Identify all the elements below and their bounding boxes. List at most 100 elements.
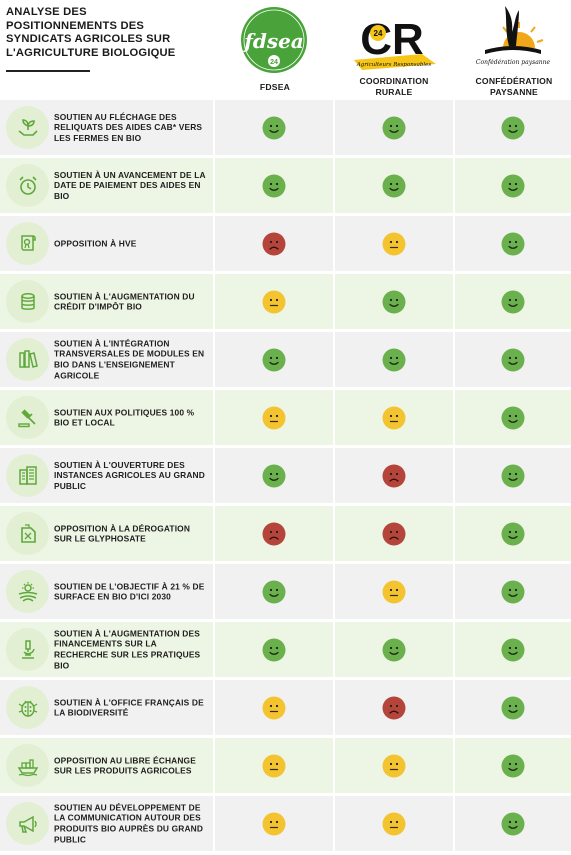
positive-smiley-icon (501, 638, 525, 661)
negative-smiley-icon (262, 232, 286, 255)
table-row: SOUTIEN À L'OUVERTURE DES INSTANCES AGRI… (0, 448, 571, 503)
rating-cell-confederation-paysanne (455, 390, 571, 445)
rating-cell-confederation-paysanne (455, 796, 571, 851)
cargo-ship-icon (6, 744, 49, 787)
table-row: SOUTIEN AUX POLITIQUES 100 % BIO ET LOCA… (0, 390, 571, 445)
rating-cell-coordination-rurale (335, 390, 453, 445)
column-header-confederation-paysanne: CONFÉDÉRATION PAYSANNE (475, 76, 553, 97)
row-label-cell: SOUTIEN DE L'OBJECTIF À 21 % DE SURFACE … (0, 564, 213, 619)
row-label: OPPOSITION AU LIBRE ÉCHANGE SUR LES PROD… (54, 754, 196, 776)
row-label: SOUTIEN DE L'OBJECTIF À 21 % DE SURFACE … (54, 580, 205, 602)
certificate-scroll-icon (6, 222, 49, 265)
microscope-icon (6, 628, 49, 671)
column-header-coordination-rurale: COORDINATION RURALE (359, 76, 429, 97)
neutral-smiley-icon (382, 754, 406, 777)
rating-cell-fdsea (215, 564, 333, 619)
table-row: OPPOSITION AU LIBRE ÉCHANGE SUR LES PROD… (0, 738, 571, 793)
table-row: SOUTIEN AU FLÉCHAGE DES RELIQUATS DES AI… (0, 100, 571, 155)
rating-cell-coordination-rurale (335, 796, 453, 851)
positive-smiley-icon (501, 290, 525, 313)
cr-logo: CR 24 Agriculteurs Responsables (354, 15, 436, 70)
positive-smiley-icon (501, 232, 525, 255)
row-label: SOUTIEN À L'OUVERTURE DES INSTANCES AGRI… (54, 459, 205, 491)
row-label-cell: SOUTIEN AUX POLITIQUES 100 % BIO ET LOCA… (0, 390, 213, 445)
positive-smiley-icon (501, 406, 525, 429)
row-label-cell: OPPOSITION AU LIBRE ÉCHANGE SUR LES PROD… (0, 738, 213, 793)
coin-stack-icon (6, 280, 49, 323)
positive-smiley-icon (501, 580, 525, 603)
positive-smiley-icon (262, 116, 286, 139)
rating-cell-coordination-rurale (335, 100, 453, 155)
neutral-smiley-icon (382, 406, 406, 429)
rating-cell-confederation-paysanne (455, 216, 571, 271)
rating-cell-coordination-rurale (335, 738, 453, 793)
rating-cell-fdsea (215, 796, 333, 851)
row-label-cell: SOUTIEN À L'AUGMENTATION DU CRÉDIT D'IMP… (0, 274, 213, 329)
rating-cell-confederation-paysanne (455, 332, 571, 387)
positive-smiley-icon (262, 580, 286, 603)
positive-smiley-icon (262, 464, 286, 487)
rating-cell-confederation-paysanne (455, 448, 571, 503)
rating-cell-confederation-paysanne (455, 506, 571, 561)
rating-cell-confederation-paysanne (455, 680, 571, 735)
positive-smiley-icon (501, 696, 525, 719)
jerrycan-icon (6, 512, 49, 555)
row-label: OPPOSITION À HVE (54, 238, 137, 249)
gavel-icon (6, 396, 49, 439)
seedling-hands-icon (6, 106, 49, 149)
positive-smiley-icon (501, 464, 525, 487)
neutral-smiley-icon (262, 696, 286, 719)
rating-cell-fdsea (215, 158, 333, 213)
row-label-cell: OPPOSITION À LA DÉROGATION SUR LE GLYPHO… (0, 506, 213, 561)
neutral-smiley-icon (262, 406, 286, 429)
table-row: SOUTIEN À L'AUGMENTATION DES FINANCEMENT… (0, 622, 571, 677)
rating-cell-coordination-rurale (335, 274, 453, 329)
books-icon (6, 338, 49, 381)
rating-cell-fdsea (215, 738, 333, 793)
positive-smiley-icon (262, 348, 286, 371)
rating-cell-coordination-rurale (335, 158, 453, 213)
positive-smiley-icon (262, 174, 286, 197)
negative-smiley-icon (262, 522, 286, 545)
column-header-fdsea: FDSEA (259, 82, 291, 92)
rating-cell-confederation-paysanne (455, 100, 571, 155)
row-label: OPPOSITION À LA DÉROGATION SUR LE GLYPHO… (54, 522, 191, 544)
positive-smiley-icon (501, 754, 525, 777)
positive-smiley-icon (501, 174, 525, 197)
row-label-cell: OPPOSITION À HVE (0, 216, 213, 271)
neutral-smiley-icon (262, 812, 286, 835)
table-row: SOUTIEN À UN AVANCEMENT DE LA DATE DE PA… (0, 158, 571, 213)
rating-cell-confederation-paysanne (455, 274, 571, 329)
ladybug-icon (6, 686, 49, 729)
row-label-cell: SOUTIEN À L'OUVERTURE DES INSTANCES AGRI… (0, 448, 213, 503)
cr-logo-text: CR (360, 15, 424, 64)
neutral-smiley-icon (382, 232, 406, 255)
table-row: SOUTIEN AU DÉVELOPPEMENT DE LA COMMUNICA… (0, 796, 571, 851)
neutral-smiley-icon (382, 812, 406, 835)
positive-smiley-icon (382, 638, 406, 661)
table-row: OPPOSITION À LA DÉROGATION SUR LE GLYPHO… (0, 506, 571, 561)
table-row: OPPOSITION À HVE (0, 216, 571, 271)
page-title: ANALYSE DES POSITIONNEMENTS DES SYNDICAT… (6, 6, 176, 59)
rating-cell-coordination-rurale (335, 448, 453, 503)
cr-logo-tagline: Agriculteurs Responsables (356, 62, 432, 68)
row-label-cell: SOUTIEN AU FLÉCHAGE DES RELIQUATS DES AI… (0, 100, 213, 155)
neutral-smiley-icon (262, 290, 286, 313)
rating-cell-coordination-rurale (335, 216, 453, 271)
row-label: SOUTIEN À L'AUGMENTATION DES FINANCEMENT… (54, 628, 201, 671)
positive-smiley-icon (382, 348, 406, 371)
rating-cell-confederation-paysanne (455, 158, 571, 213)
positive-smiley-icon (382, 174, 406, 197)
rating-cell-coordination-rurale (335, 332, 453, 387)
rating-cell-fdsea (215, 506, 333, 561)
row-label: SOUTIEN AU DÉVELOPPEMENT DE LA COMMUNICA… (54, 802, 204, 845)
rating-cell-coordination-rurale (335, 680, 453, 735)
alarm-clock-icon (6, 164, 49, 207)
table-row: SOUTIEN À L'INTÉGRATION TRANSVERSALES DE… (0, 332, 571, 387)
row-label: SOUTIEN À L'AUGMENTATION DU CRÉDIT D'IMP… (54, 290, 195, 312)
positive-smiley-icon (501, 522, 525, 545)
negative-smiley-icon (382, 696, 406, 719)
table-row: SOUTIEN À L'OFFICE FRANÇAIS DE LA BIODIV… (0, 680, 571, 735)
positive-smiley-icon (382, 290, 406, 313)
